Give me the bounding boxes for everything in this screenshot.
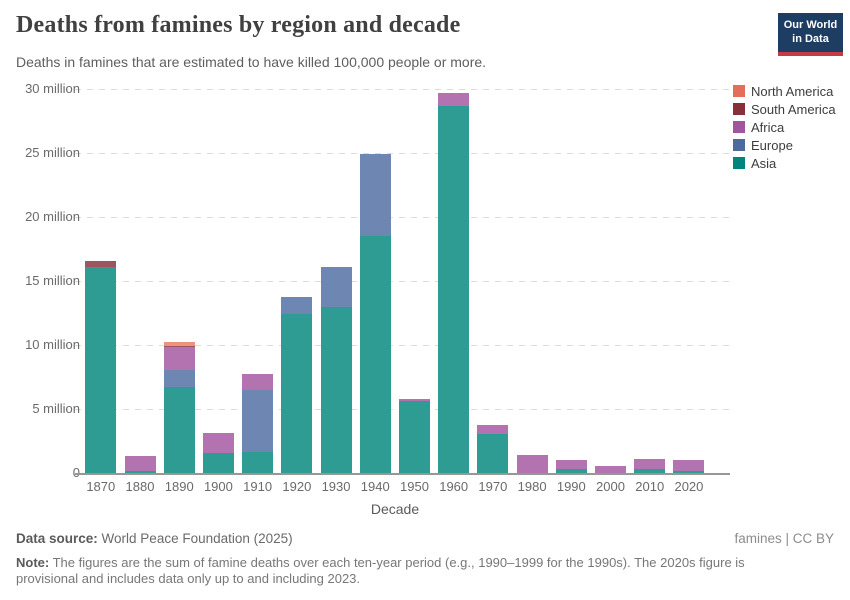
legend-item-south-america: South America — [733, 101, 836, 117]
legend-swatch-icon — [733, 139, 745, 151]
bar-segment-1950-africa — [398, 398, 430, 402]
x-axis-tick-label-1960: 1960 — [439, 479, 469, 494]
owid-logo-line1: Our World — [783, 19, 838, 31]
page-title: Deaths from famines by region and decade — [16, 12, 461, 38]
chart-legend: North America South America Africa Europe As… — [733, 83, 836, 175]
x-axis-tick-label-1950: 1950 — [400, 479, 429, 494]
x-axis-tick-label-1920: 1920 — [282, 479, 312, 494]
footer-note: Note: The figures are the sum of famine … — [16, 555, 796, 587]
bar-segment-1880-africa — [124, 456, 156, 472]
bar-segment-1960-asia — [438, 105, 470, 473]
x-axis-tick-label-1870: 1870 — [86, 479, 116, 494]
y-gridline-25 — [75, 153, 730, 154]
x-axis-tick-label-1930: 1930 — [321, 479, 351, 494]
bar-segment-1990-africa — [555, 460, 587, 469]
owid-logo-line2: in Data — [792, 32, 829, 45]
bar-segment-1890-north-america — [163, 342, 195, 346]
bar-segment-1950-asia — [398, 401, 430, 473]
y-gridline-30 — [75, 89, 730, 90]
y-gridline-15 — [75, 281, 730, 282]
bar-segment-1910-asia — [242, 451, 274, 473]
legend-swatch-icon — [733, 103, 745, 115]
data-source-value: World Peace Foundation (2025) — [101, 531, 293, 546]
x-axis-tick-label-1910: 1910 — [243, 479, 273, 494]
bar-segment-1920-asia — [281, 314, 313, 473]
x-axis-title: Decade — [370, 501, 420, 517]
x-axis-tick-label-1890: 1890 — [164, 479, 194, 494]
x-axis-tick-label-2010: 2010 — [635, 479, 665, 494]
bar-segment-1880-asia — [124, 471, 156, 473]
x-axis-tick-label-1900: 1900 — [203, 479, 233, 494]
bar-segment-1870-asia — [85, 266, 117, 473]
bar-segment-2020-africa — [673, 459, 705, 472]
legend-label: South America — [751, 101, 836, 117]
bar-segment-1940-europe — [359, 154, 391, 237]
x-axis-tick-label-1880: 1880 — [125, 479, 155, 494]
y-axis-tick-label: 20 million — [25, 209, 80, 224]
footer-note-text: The figures are the sum of famine deaths… — [16, 555, 745, 586]
bar-segment-1970-africa — [477, 425, 509, 434]
bar-segment-1910-europe — [242, 389, 274, 452]
bar-segment-1890-europe — [163, 369, 195, 388]
legend-item-asia: Asia — [733, 155, 836, 171]
owid-logo: Our World in Data — [778, 13, 843, 56]
bar-segment-1940-asia — [359, 236, 391, 473]
y-axis-tick-label: 0 — [0, 465, 80, 480]
bar-segment-1890-africa — [163, 346, 195, 370]
bar-segment-2020-asia — [673, 471, 705, 473]
bar-segment-2010-asia — [634, 469, 666, 473]
x-axis-tick-label-2020: 2020 — [674, 479, 704, 494]
data-source-label: Data source: — [16, 531, 98, 546]
page-subtitle: Deaths in famines that are estimated to … — [16, 54, 487, 70]
footer-note-label: Note: — [16, 555, 50, 570]
x-axis-tick-label-1940: 1940 — [360, 479, 390, 494]
bar-segment-1890-south-america — [163, 345, 195, 347]
legend-swatch-icon — [733, 121, 745, 133]
y-axis-tick-label: 30 million — [25, 81, 80, 96]
bar-segment-1910-africa — [242, 374, 274, 390]
bar-segment-1920-europe — [281, 297, 313, 315]
bar-segment-1900-asia — [202, 452, 234, 473]
legend-item-north-america: North America — [733, 83, 836, 99]
x-axis-line — [75, 473, 730, 475]
bar-segment-1980-africa — [516, 455, 548, 473]
bar-segment-1890-asia — [163, 387, 195, 473]
y-gridline-10 — [75, 345, 730, 346]
x-axis-tick-label-1990: 1990 — [556, 479, 586, 494]
legend-label: Europe — [751, 137, 793, 153]
bar-segment-2000-africa — [595, 465, 627, 473]
bar-segment-1870-south-america — [85, 260, 117, 267]
x-axis-tick-label-1980: 1980 — [517, 479, 547, 494]
bar-segment-1900-africa — [202, 433, 234, 453]
y-axis-tick-label: 25 million — [25, 145, 80, 160]
license-text: famines | CC BY — [734, 531, 834, 546]
bar-segment-1960-africa — [438, 92, 470, 106]
footer-source-row: Data source: World Peace Foundation (202… — [16, 531, 834, 546]
x-axis-tick-label-2000: 2000 — [596, 479, 625, 494]
legend-item-africa: Africa — [733, 119, 836, 135]
bar-segment-1930-europe — [320, 266, 352, 307]
y-axis-tick-label: 15 million — [25, 273, 80, 288]
legend-swatch-icon — [733, 85, 745, 97]
x-axis-tick-label-1970: 1970 — [478, 479, 508, 494]
y-axis-tick-label: 10 million — [25, 337, 80, 352]
legend-label: Asia — [751, 155, 777, 171]
bar-segment-1970-asia — [477, 433, 509, 473]
legend-label: North America — [751, 83, 834, 99]
data-source: Data source: World Peace Foundation (202… — [16, 531, 293, 546]
legend-label: Africa — [751, 119, 785, 135]
y-gridline-20 — [75, 217, 730, 218]
bar-segment-1990-asia — [555, 468, 587, 473]
legend-item-europe: Europe — [733, 137, 836, 153]
legend-swatch-icon — [733, 157, 745, 169]
bar-segment-1930-asia — [320, 306, 352, 473]
bar-segment-2010-africa — [634, 458, 666, 470]
y-axis-tick-label: 5 million — [32, 401, 80, 416]
